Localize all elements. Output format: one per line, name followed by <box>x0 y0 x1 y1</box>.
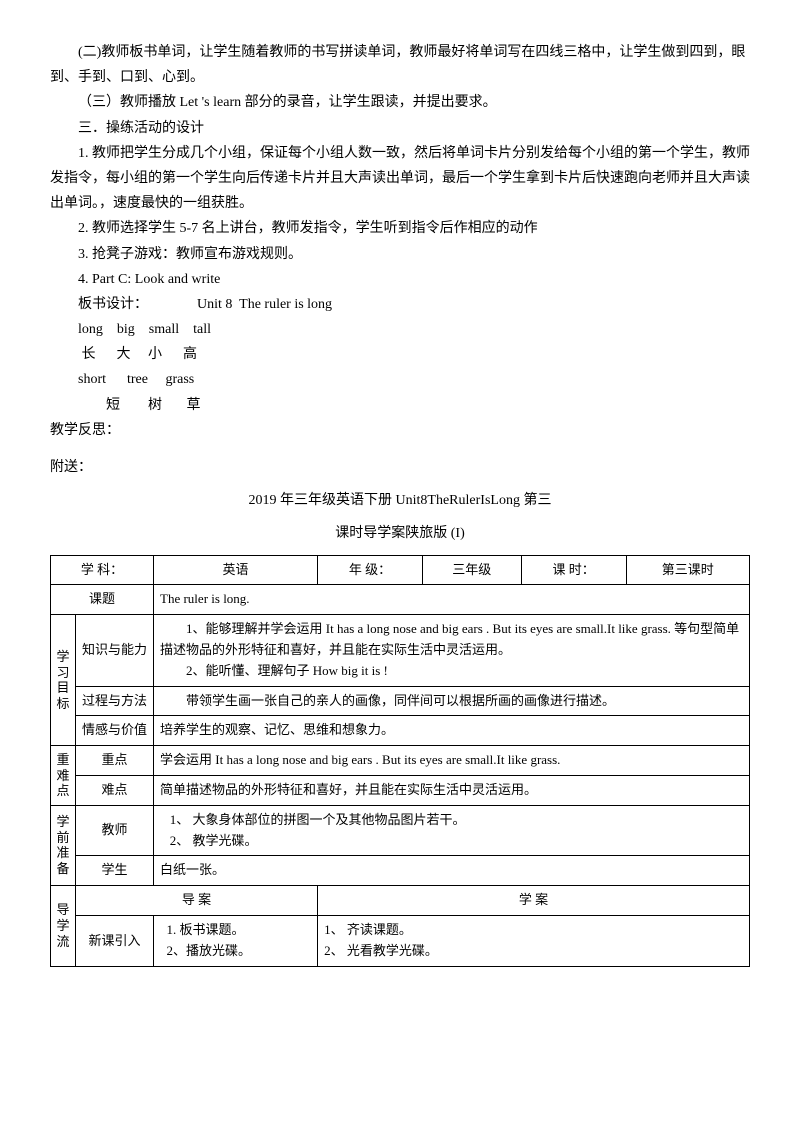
table-row: 难点 简单描述物品的外形特征和喜好，并且能在实际生活中灵活运用。 <box>51 775 750 805</box>
word-row-2-en: short tree grass <box>50 367 750 392</box>
table-row: 过程与方法 带领学生画一张自己的亲人的画像，同伴间可以根据所画的画像进行描述。 <box>51 686 750 716</box>
attachment-label: 附送： <box>50 455 750 480</box>
teacher-prep-value: 1、 大象身体部位的拼图一个及其他物品图片若干。 2、 教学光碟。 <box>154 805 750 856</box>
guide-plan-label: 导 案 <box>76 886 318 916</box>
grade-value: 三年级 <box>422 555 521 585</box>
emotion-value-content: 培养学生的观察、记忆、思维和想象力。 <box>154 716 750 746</box>
teaching-flow-label: 导学流 <box>51 886 76 966</box>
guide-plan-content: 1. 板书课题。 2、播放光碟。 <box>154 915 318 966</box>
difficult-point-value: 简单描述物品的外形特征和喜好，并且能在实际生活中灵活运用。 <box>154 775 750 805</box>
process-method-value: 带领学生画一张自己的亲人的画像，同伴间可以根据所画的画像进行描述。 <box>154 686 750 716</box>
subject-value: 英语 <box>154 555 318 585</box>
period-value: 第三课时 <box>626 555 749 585</box>
attachment-title-1: 2019 年三年级英语下册 Unit8TheRulerIsLong 第三 <box>50 488 750 513</box>
emotion-value-label: 情感与价值 <box>76 716 154 746</box>
table-row: 学 科： 英语 年 级： 三年级 课 时： 第三课时 <box>51 555 750 585</box>
student-prep-value: 白纸一张。 <box>154 856 750 886</box>
paragraph-part-c: 4. Part C: Look and write <box>50 267 750 292</box>
key-point-value: 学会运用 It has a long nose and big ears . B… <box>154 746 750 776</box>
key-difficult-label: 重难点 <box>51 746 76 806</box>
process-method-label: 过程与方法 <box>76 686 154 716</box>
table-row: 学前准备 教师 1、 大象身体部位的拼图一个及其他物品图片若干。 2、 教学光碟… <box>51 805 750 856</box>
difficult-point-label: 难点 <box>76 775 154 805</box>
study-plan-label: 学 案 <box>318 886 750 916</box>
word-row-1-en: long big small tall <box>50 317 750 342</box>
paragraph-board-2: (二)教师板书单词，让学生随着教师的书写拼读单词，教师最好将单词写在四线三格中，… <box>50 40 750 90</box>
lesson-plan-table: 学 科： 英语 年 级： 三年级 课 时： 第三课时 课题 The ruler … <box>50 555 750 967</box>
word-row-2-cn: 短 树 草 <box>50 393 750 418</box>
paragraph-activity-2: 2. 教师选择学生 5-7 名上讲台，教师发指令，学生听到指令后作相应的动作 <box>50 216 750 241</box>
paragraph-activity-1: 1. 教师把学生分成几个小组，保证每个小组人数一致，然后将单词卡片分别发给每个小… <box>50 141 750 217</box>
new-lesson-intro-label: 新课引入 <box>76 915 154 966</box>
table-row: 重难点 重点 学会运用 It has a long nose and big e… <box>51 746 750 776</box>
knowledge-ability-label: 知识与能力 <box>76 615 154 686</box>
teacher-prep-label: 教师 <box>76 805 154 856</box>
paragraph-activities-header: 三．操练活动的设计 <box>50 116 750 141</box>
learning-goals-label: 学习目标 <box>51 615 76 746</box>
period-label: 课 时： <box>521 555 626 585</box>
table-row: 导学流 导 案 学 案 <box>51 886 750 916</box>
attachment-title-2: 课时导学案陕旅版 (I) <box>50 521 750 546</box>
topic-value: The ruler is long. <box>154 585 750 615</box>
table-row: 新课引入 1. 板书课题。 2、播放光碟。 1、 齐读课题。 2、 光看教学光碟… <box>51 915 750 966</box>
table-row: 学习目标 知识与能力 1、能够理解并学会运用 It has a long nos… <box>51 615 750 686</box>
student-prep-label: 学生 <box>76 856 154 886</box>
teaching-reflection-label: 教学反思： <box>50 418 750 443</box>
study-plan-content: 1、 齐读课题。 2、 光看教学光碟。 <box>318 915 750 966</box>
paragraph-lets-learn: （三）教师播放 Let 's learn 部分的录音，让学生跟读，并提出要求。 <box>50 90 750 115</box>
topic-label: 课题 <box>51 585 154 615</box>
subject-label: 学 科： <box>51 555 154 585</box>
table-row: 学生 白纸一张。 <box>51 856 750 886</box>
paragraph-activity-3: 3. 抢凳子游戏：教师宣布游戏规则。 <box>50 242 750 267</box>
key-point-label: 重点 <box>76 746 154 776</box>
preparation-label: 学前准备 <box>51 805 76 885</box>
word-row-1-cn: 长 大 小 高 <box>50 342 750 367</box>
board-design-label: 板书设计： Unit 8 The ruler is long <box>50 292 750 317</box>
table-row: 课题 The ruler is long. <box>51 585 750 615</box>
grade-label: 年 级： <box>318 555 423 585</box>
knowledge-ability-value: 1、能够理解并学会运用 It has a long nose and big e… <box>154 615 750 686</box>
table-row: 情感与价值 培养学生的观察、记忆、思维和想象力。 <box>51 716 750 746</box>
